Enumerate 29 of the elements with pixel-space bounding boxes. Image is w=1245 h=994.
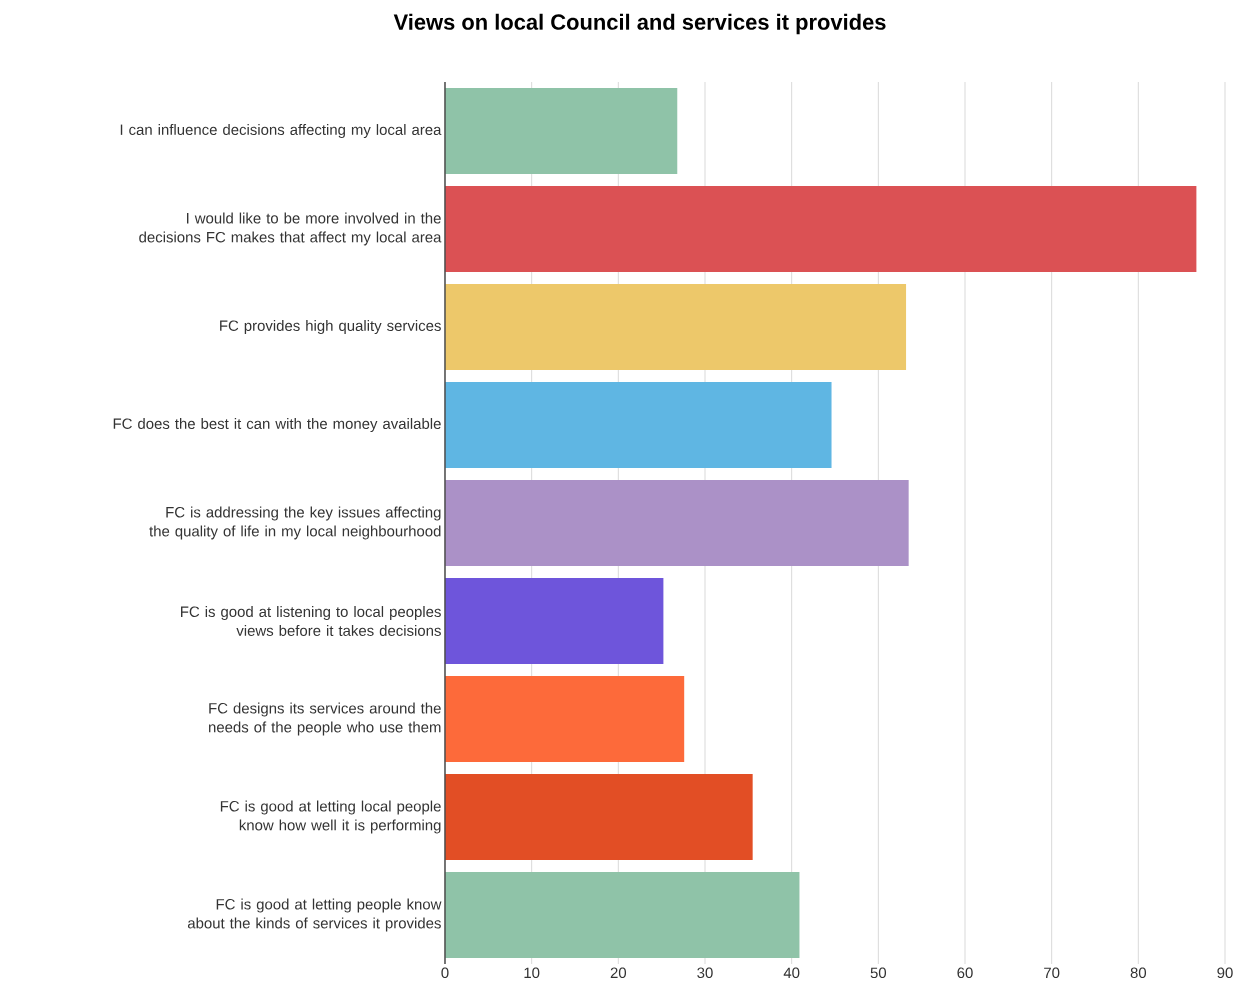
y-tick-label: I would like to be more involved in the decisions FC makes that affect my local area [139,212,442,246]
y-tick-label: I can influence decisions affecting my local area [120,124,442,138]
x-tick-label: 90 [1217,967,1233,979]
x-tick-label: 70 [1044,967,1060,979]
bar [444,676,685,763]
y-tick-label: FC is good at letting people know about the kinds of services it provides [187,898,442,932]
chart-title: Views on local Council and services it provides [393,13,886,35]
y-tick-label: FC provides high quality services [220,320,441,334]
y-tick-label: FC is addressing the key issues affecting the quality of life in my local neighbourhood [149,506,441,540]
x-tick-label: 30 [697,967,713,979]
x-tick-label: 0 [441,967,449,979]
x-tick-label: 40 [783,967,800,979]
x-tick-label: 10 [524,967,540,979]
bar [444,774,753,861]
x-tick-label: 60 [957,967,973,979]
y-tick-label: FC designs its services around the needs of the people who use them [209,702,441,736]
bar [444,872,800,959]
x-tick-label: 80 [1130,967,1147,979]
bar [444,186,1197,272]
bar [444,382,832,469]
x-tick-label: 20 [610,967,627,979]
y-tick-label: FC does the best it can with the money available [113,418,441,432]
y-tick-label: FC is good at letting local people know how well it is performing [220,800,441,834]
bar [444,578,664,665]
bar [444,88,678,174]
bar [444,284,907,370]
x-tick-label: 50 [870,967,887,979]
y-tick-label: FC is good at listening to local peoples views before it takes decisions [181,606,441,636]
bar [444,480,909,567]
